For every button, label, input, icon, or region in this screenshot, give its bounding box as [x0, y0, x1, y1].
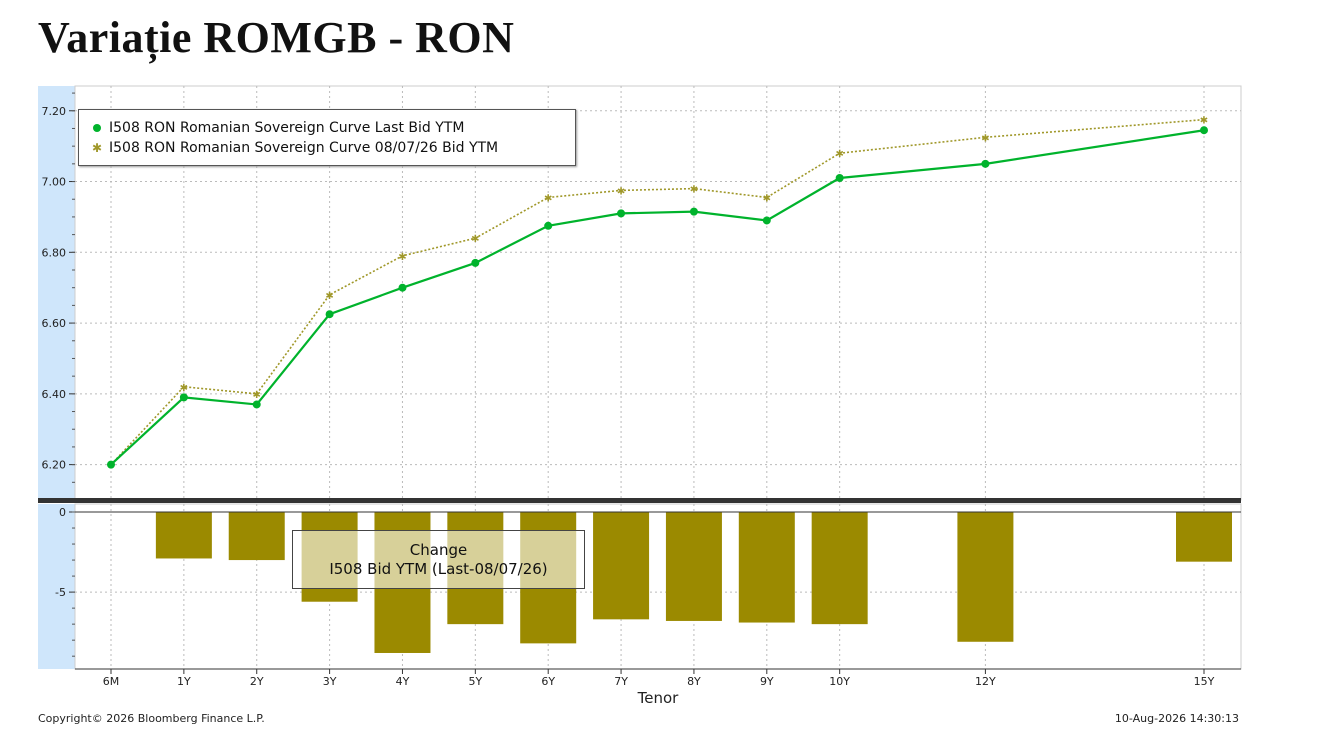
- change-bar: [811, 512, 868, 625]
- prev-curve-point: ✱: [398, 252, 406, 263]
- upper-y-ticks: 7.20 7.00 6.80 6.60 6.40 6.20: [42, 92, 75, 483]
- x-tick-label: 7Y: [614, 675, 628, 688]
- upper-axis-band: [38, 86, 75, 500]
- legend-label-prev: I508 RON Romanian Sovereign Curve 08/07/…: [109, 140, 499, 156]
- x-tick-label: 9Y: [760, 675, 774, 688]
- bottom-legend-title: Change: [409, 541, 468, 559]
- prev-curve-point: ✱: [763, 193, 771, 204]
- prev-curve-point: ✱: [180, 383, 188, 394]
- last-curve-point: [179, 393, 188, 402]
- last-curve-point: [981, 159, 990, 168]
- y-tick-label: 7.00: [42, 176, 67, 189]
- timestamp-text: 10-Aug-2026 14:30:13: [1114, 712, 1239, 725]
- lower-y-ticks: 0 -5: [55, 506, 75, 657]
- prev-curve-point: ✱: [690, 185, 698, 196]
- prev-curve-line: [110, 118, 1205, 466]
- last-curve-point: [544, 221, 553, 230]
- last-curve-point: [617, 209, 626, 218]
- copyright-text: Copyright© 2026 Bloomberg Finance L.P.: [38, 712, 265, 725]
- y-tick-label: 0: [59, 506, 66, 519]
- x-tick-label: 6Y: [541, 675, 555, 688]
- y-tick-label: 7.20: [42, 105, 67, 118]
- change-bar: [665, 512, 722, 621]
- green-dot-icon: [89, 120, 105, 136]
- y-tick-label: 6.60: [42, 317, 67, 330]
- change-bar: [1176, 512, 1232, 562]
- x-tick-label: 6M: [103, 675, 120, 688]
- star-marker-icon: ✱: [91, 141, 103, 155]
- x-tick-label: 8Y: [687, 675, 701, 688]
- change-bar: [155, 512, 212, 559]
- x-tick-label: 4Y: [396, 675, 410, 688]
- legend-label-last: I508 RON Romanian Sovereign Curve Last B…: [109, 120, 465, 136]
- x-tick-label: 1Y: [177, 675, 191, 688]
- prev-curve-point: ✱: [325, 291, 333, 302]
- y-tick-label: 6.20: [42, 459, 67, 472]
- x-tick-label: 2Y: [250, 675, 264, 688]
- last-curve-point: [107, 460, 115, 469]
- change-bar: [957, 512, 1014, 642]
- x-tick-label: 15Y: [1194, 675, 1215, 688]
- prev-curve-point: ✱: [1200, 116, 1208, 127]
- prev-curve-point: ✱: [617, 186, 625, 197]
- top-legend: I508 RON Romanian Sovereign Curve Last B…: [78, 109, 576, 166]
- x-tick-label: 12Y: [975, 675, 996, 688]
- last-curve-point: [471, 258, 480, 267]
- last-curve-point: [252, 400, 261, 409]
- x-ticks: 6M 1Y 2Y 3Y 4Y 5Y 6Y 7Y 8Y 9Y 10Y 12Y 15Y: [103, 669, 1215, 688]
- last-curve-point: [398, 283, 407, 292]
- chart-title: Variație ROMGB - RON: [38, 13, 515, 62]
- x-tick-label: 5Y: [468, 675, 482, 688]
- y-tick-label: 6.40: [42, 388, 67, 401]
- y-tick-label: -5: [55, 586, 66, 599]
- change-bar: [228, 512, 285, 561]
- x-tick-label: 3Y: [323, 675, 337, 688]
- change-bar: [738, 512, 795, 623]
- lower-axis-band: [38, 504, 75, 669]
- last-curve-point: [835, 174, 844, 182]
- prev-curve-point: ✱: [253, 390, 261, 401]
- x-tick-label: 10Y: [829, 675, 850, 688]
- bottom-legend-series: I508 Bid YTM (Last-08/07/26): [329, 560, 548, 578]
- last-curve-point: [689, 207, 698, 216]
- panel-separator: [38, 498, 1241, 503]
- y-tick-label: 6.80: [42, 246, 67, 259]
- prev-curve-point: ✱: [981, 133, 989, 144]
- legend-item-last: I508 RON Romanian Sovereign Curve Last B…: [89, 118, 575, 138]
- upper-grid: [75, 86, 1241, 500]
- prev-curve-point: ✱: [471, 234, 479, 245]
- prev-curve-point: ✱: [544, 193, 552, 204]
- x-axis-title: Tenor: [637, 689, 680, 707]
- prev-curve-point: ✱: [835, 149, 843, 160]
- last-curve-point: [325, 310, 334, 319]
- last-curve-point: [1200, 126, 1208, 135]
- legend-item-prev: ✱ I508 RON Romanian Sovereign Curve 08/0…: [89, 138, 575, 158]
- change-bar: [593, 512, 650, 620]
- bottom-legend: Change I508 Bid YTM (Last-08/07/26): [292, 530, 585, 589]
- last-curve-point: [762, 216, 771, 225]
- lower-grid: [75, 504, 1241, 669]
- line-series: ✱✱✱✱✱✱✱✱✱✱✱✱✱: [107, 116, 1208, 472]
